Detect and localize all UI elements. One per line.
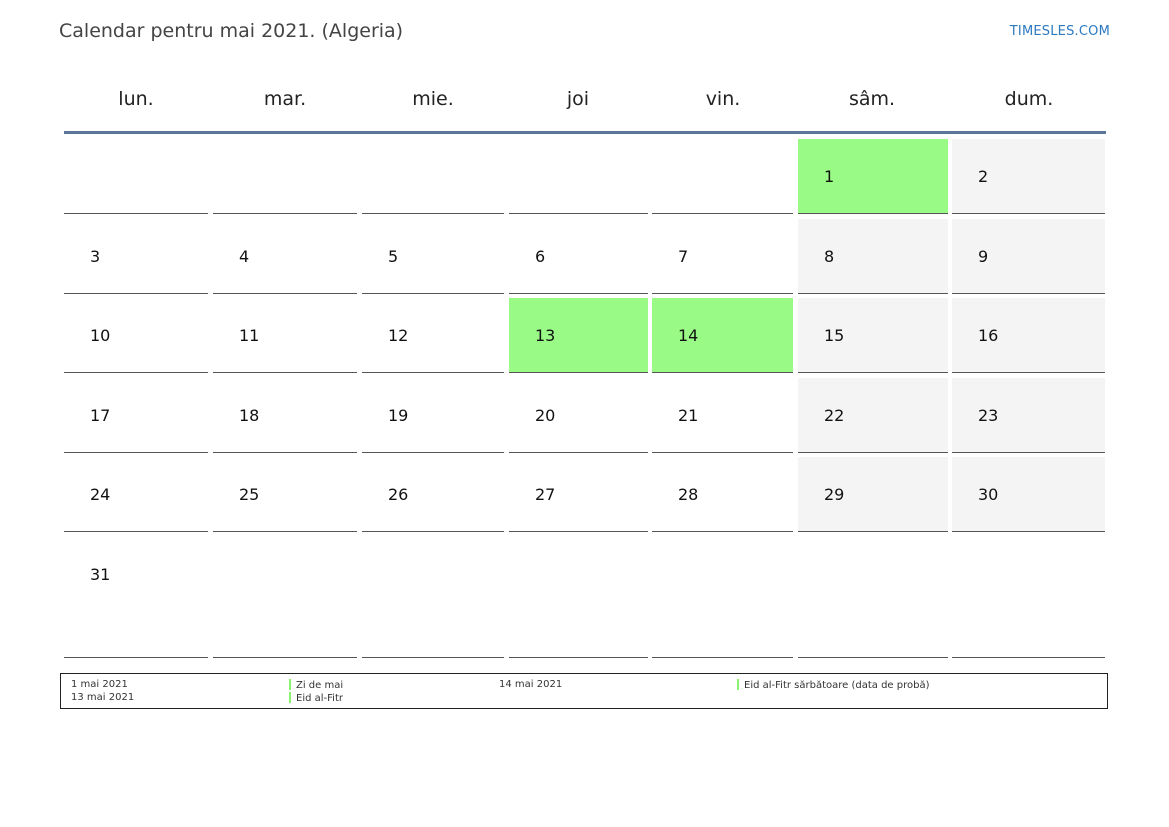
day-cell[interactable]: 6 bbox=[509, 219, 648, 294]
page-title: Calendar pentru mai 2021. (Algeria) bbox=[59, 20, 404, 42]
day-cell[interactable]: 10 bbox=[64, 298, 208, 373]
day-number: 9 bbox=[978, 247, 989, 266]
day-number: 10 bbox=[90, 326, 111, 345]
day-number: 14 bbox=[678, 326, 699, 345]
day-number: 17 bbox=[90, 406, 111, 425]
day-number: 2 bbox=[978, 167, 989, 186]
day-number: 23 bbox=[978, 406, 999, 425]
legend-holiday-name: Zi de mai bbox=[296, 680, 344, 691]
day-cell[interactable]: 9 bbox=[952, 219, 1105, 294]
empty-day-cell bbox=[362, 537, 504, 658]
day-cell[interactable]: 12 bbox=[362, 298, 504, 373]
site-link[interactable]: TIMESLES.COM bbox=[1009, 24, 1110, 39]
day-cell[interactable]: 22 bbox=[798, 378, 948, 453]
weekday-label: vin. bbox=[705, 88, 741, 110]
day-number: 3 bbox=[90, 247, 101, 266]
day-cell[interactable]: 23 bbox=[952, 378, 1105, 453]
day-number: 20 bbox=[535, 406, 556, 425]
empty-day-cell bbox=[64, 139, 208, 214]
day-cell[interactable]: 18 bbox=[213, 378, 357, 453]
day-number: 16 bbox=[978, 326, 999, 345]
holiday-legend: 1 mai 2021 Zi de mai 13 mai 2021 Eid al-… bbox=[60, 673, 1108, 709]
day-cell[interactable]: 17 bbox=[64, 378, 208, 453]
day-number: 28 bbox=[678, 485, 699, 504]
day-number: 15 bbox=[824, 326, 845, 345]
empty-day-cell bbox=[509, 537, 648, 658]
empty-day-cell bbox=[213, 139, 357, 214]
empty-day-cell bbox=[509, 139, 648, 214]
day-number: 6 bbox=[535, 247, 546, 266]
day-number: 22 bbox=[824, 406, 845, 425]
day-cell[interactable]: 31 bbox=[64, 537, 208, 658]
day-cell[interactable]: 4 bbox=[213, 219, 357, 294]
day-cell[interactable]: 20 bbox=[509, 378, 648, 453]
weekday-label: sâm. bbox=[848, 88, 896, 110]
day-number: 31 bbox=[90, 565, 111, 584]
day-number: 5 bbox=[388, 247, 399, 266]
legend-holiday-name: Eid al-Fitr bbox=[296, 693, 343, 704]
day-number: 26 bbox=[388, 485, 409, 504]
holiday-color-marker bbox=[289, 679, 291, 690]
holiday-color-marker bbox=[289, 692, 291, 703]
day-number: 11 bbox=[239, 326, 260, 345]
day-number: 21 bbox=[678, 406, 699, 425]
day-number: 1 bbox=[824, 167, 835, 186]
day-cell[interactable]: 5 bbox=[362, 219, 504, 294]
legend-date: 14 mai 2021 bbox=[499, 679, 563, 690]
empty-day-cell bbox=[652, 139, 793, 214]
day-cell[interactable]: 15 bbox=[798, 298, 948, 373]
day-cell[interactable]: 27 bbox=[509, 457, 648, 532]
weekday-label: lun. bbox=[118, 88, 154, 110]
day-number: 24 bbox=[90, 485, 111, 504]
day-cell[interactable]: 28 bbox=[652, 457, 793, 532]
day-cell[interactable]: 16 bbox=[952, 298, 1105, 373]
header-divider bbox=[64, 131, 1106, 134]
day-number: 25 bbox=[239, 485, 260, 504]
day-cell[interactable]: 2 bbox=[952, 139, 1105, 214]
day-number: 13 bbox=[535, 326, 556, 345]
day-cell[interactable]: 1 bbox=[798, 139, 948, 214]
day-cell[interactable]: 26 bbox=[362, 457, 504, 532]
empty-day-cell bbox=[798, 537, 948, 658]
day-number: 8 bbox=[824, 247, 835, 266]
legend-holiday: Eid al-Fitr bbox=[289, 692, 343, 704]
empty-day-cell bbox=[213, 537, 357, 658]
empty-day-cell bbox=[652, 537, 793, 658]
day-number: 27 bbox=[535, 485, 556, 504]
legend-date: 1 mai 2021 bbox=[71, 679, 128, 690]
day-cell[interactable]: 13 bbox=[509, 298, 648, 373]
weekday-label: mie. bbox=[412, 88, 454, 110]
legend-holiday: Eid al-Fitr sărbătoare (data de probă) bbox=[737, 679, 929, 691]
day-number: 29 bbox=[824, 485, 845, 504]
day-cell[interactable]: 3 bbox=[64, 219, 208, 294]
holiday-color-marker bbox=[737, 679, 739, 690]
legend-date: 13 mai 2021 bbox=[71, 692, 135, 703]
day-number: 7 bbox=[678, 247, 689, 266]
legend-holiday: Zi de mai bbox=[289, 679, 343, 691]
legend-holiday-name: Eid al-Fitr sărbătoare (data de probă) bbox=[744, 680, 930, 691]
day-number: 18 bbox=[239, 406, 260, 425]
weekday-label: mar. bbox=[263, 88, 307, 110]
day-number: 30 bbox=[978, 485, 999, 504]
weekday-label: joi bbox=[566, 88, 590, 110]
day-cell[interactable]: 8 bbox=[798, 219, 948, 294]
day-cell[interactable]: 30 bbox=[952, 457, 1105, 532]
day-cell[interactable]: 24 bbox=[64, 457, 208, 532]
day-cell[interactable]: 19 bbox=[362, 378, 504, 453]
empty-day-cell bbox=[952, 537, 1105, 658]
day-cell[interactable]: 11 bbox=[213, 298, 357, 373]
day-cell[interactable]: 7 bbox=[652, 219, 793, 294]
empty-day-cell bbox=[362, 139, 504, 214]
day-cell[interactable]: 14 bbox=[652, 298, 793, 373]
weekday-label: dum. bbox=[1004, 88, 1054, 110]
day-cell[interactable]: 21 bbox=[652, 378, 793, 453]
day-number: 19 bbox=[388, 406, 409, 425]
day-cell[interactable]: 25 bbox=[213, 457, 357, 532]
day-cell[interactable]: 29 bbox=[798, 457, 948, 532]
day-number: 4 bbox=[239, 247, 250, 266]
day-number: 12 bbox=[388, 326, 409, 345]
